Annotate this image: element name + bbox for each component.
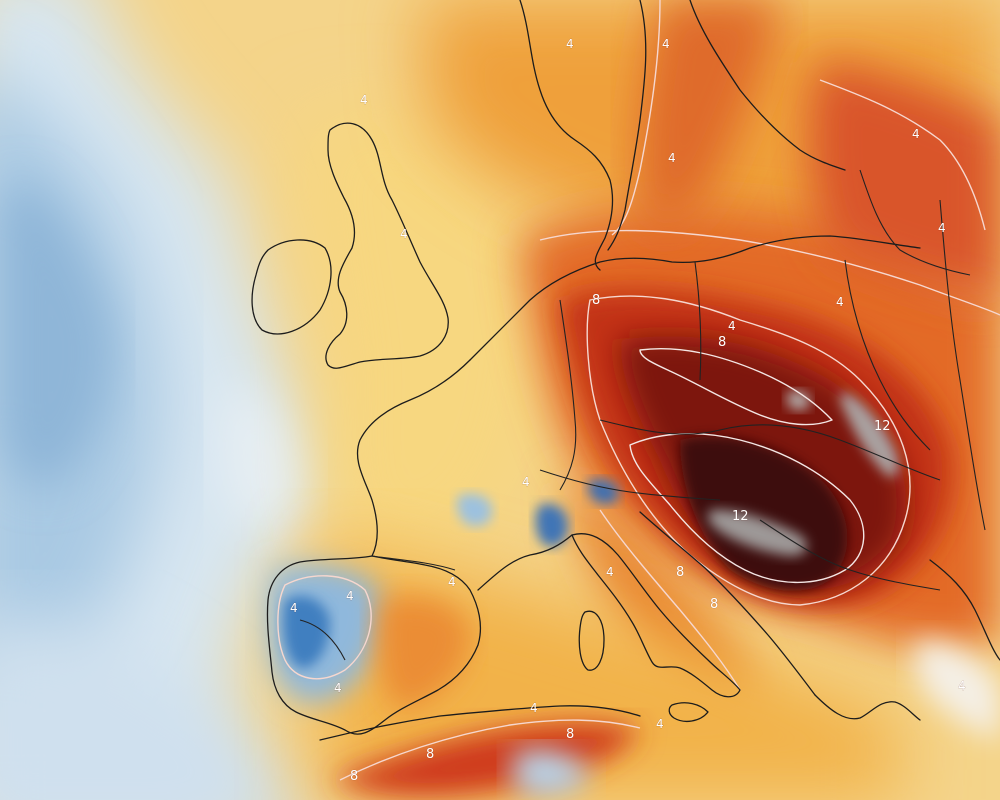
contour-label: 8 <box>426 747 434 762</box>
contour-label: 4 <box>938 221 946 235</box>
contour-label: 4 <box>530 701 538 715</box>
contour-label: 12 <box>874 419 891 434</box>
cool-alps-b <box>456 493 493 527</box>
cool-sea-south <box>512 748 590 797</box>
contour-label: 4 <box>958 679 966 693</box>
contour-label: 8 <box>718 335 726 350</box>
borders <box>299 169 986 661</box>
warm-light-west <box>300 106 550 568</box>
cool-biscay <box>221 380 310 528</box>
border-france-spain <box>371 555 456 571</box>
contour-label: 4 <box>522 475 530 489</box>
contour-label: 4 <box>728 319 736 333</box>
coast-sardinia <box>578 610 605 671</box>
coast-greece <box>814 694 921 721</box>
border-alps <box>539 469 721 501</box>
cool-south-atlantic <box>0 614 303 800</box>
coast-north-mainland <box>469 235 921 361</box>
iso-4-baltic <box>819 79 986 231</box>
cool-atlantic-core <box>0 180 113 487</box>
border-france-germany <box>559 299 577 491</box>
coast-adriatic <box>639 511 816 696</box>
iso-4-scand <box>611 0 661 236</box>
coast-ireland <box>251 239 332 335</box>
contour-label: 8 <box>350 769 358 784</box>
iso-12b <box>639 348 833 426</box>
contour-label: 4 <box>606 565 614 579</box>
border-iberia <box>299 619 346 661</box>
contour-label: 4 <box>334 681 342 695</box>
contour-label: 8 <box>710 597 718 612</box>
coast-britain <box>325 122 449 369</box>
contour-label: 4 <box>360 93 368 107</box>
contour-label: 4 <box>346 589 354 603</box>
contour-label: 4 <box>656 717 664 731</box>
border-balkans <box>759 519 941 591</box>
contour-label: 12 <box>732 509 749 524</box>
warm-iberia-east <box>378 596 470 710</box>
border-east-edge <box>939 199 986 531</box>
hot-north-africa <box>330 722 640 797</box>
contour-label: 4 <box>400 227 408 241</box>
border-germany-poland <box>694 261 702 381</box>
contour-labels: 4 4 4 4 4 4 4 4 8 8 4 12 12 4 4 4 4 4 4 … <box>290 37 966 785</box>
contour-label: 8 <box>592 293 600 308</box>
warm-mediterranean <box>320 540 900 800</box>
border-poland-east <box>844 259 931 451</box>
coast-med-france <box>477 534 573 591</box>
contour-label: 4 <box>448 575 456 589</box>
contour-label: 4 <box>290 601 298 615</box>
coast-france-west <box>356 359 471 557</box>
contour-label: 4 <box>566 37 574 51</box>
coast-black-sea <box>929 559 1000 661</box>
contour-label: 4 <box>836 295 844 309</box>
isolines <box>277 0 1000 781</box>
cool-iberia-core <box>283 596 330 669</box>
contour-label: 8 <box>676 565 684 580</box>
border-central <box>599 419 941 481</box>
contour-label: 4 <box>912 127 920 141</box>
coast-sicily <box>668 702 709 723</box>
contour-label: 8 <box>566 727 574 742</box>
coast-north-africa <box>319 705 641 741</box>
extreme-dark-core <box>680 436 848 591</box>
coast-iberia <box>266 555 482 735</box>
contour-label: 4 <box>662 37 670 51</box>
coastlines <box>251 0 1000 741</box>
hot-scandinavia <box>639 0 780 230</box>
contour-label: 4 <box>668 151 676 165</box>
iso-4-north <box>539 229 1000 316</box>
iso-4-iberia <box>277 575 372 680</box>
hot-finland-russia <box>809 60 1000 300</box>
coast-finland <box>689 0 846 171</box>
iso-12 <box>629 433 865 584</box>
cool-greece <box>913 640 1000 740</box>
coast-italy <box>571 533 741 698</box>
coast-sweden <box>607 0 647 251</box>
iso-4-africa <box>339 719 641 781</box>
peak-balkans <box>707 509 807 556</box>
coast-norway <box>519 0 614 271</box>
iso-4-italy <box>599 509 741 691</box>
peak-hungary <box>840 392 899 477</box>
cool-alps <box>535 503 569 547</box>
